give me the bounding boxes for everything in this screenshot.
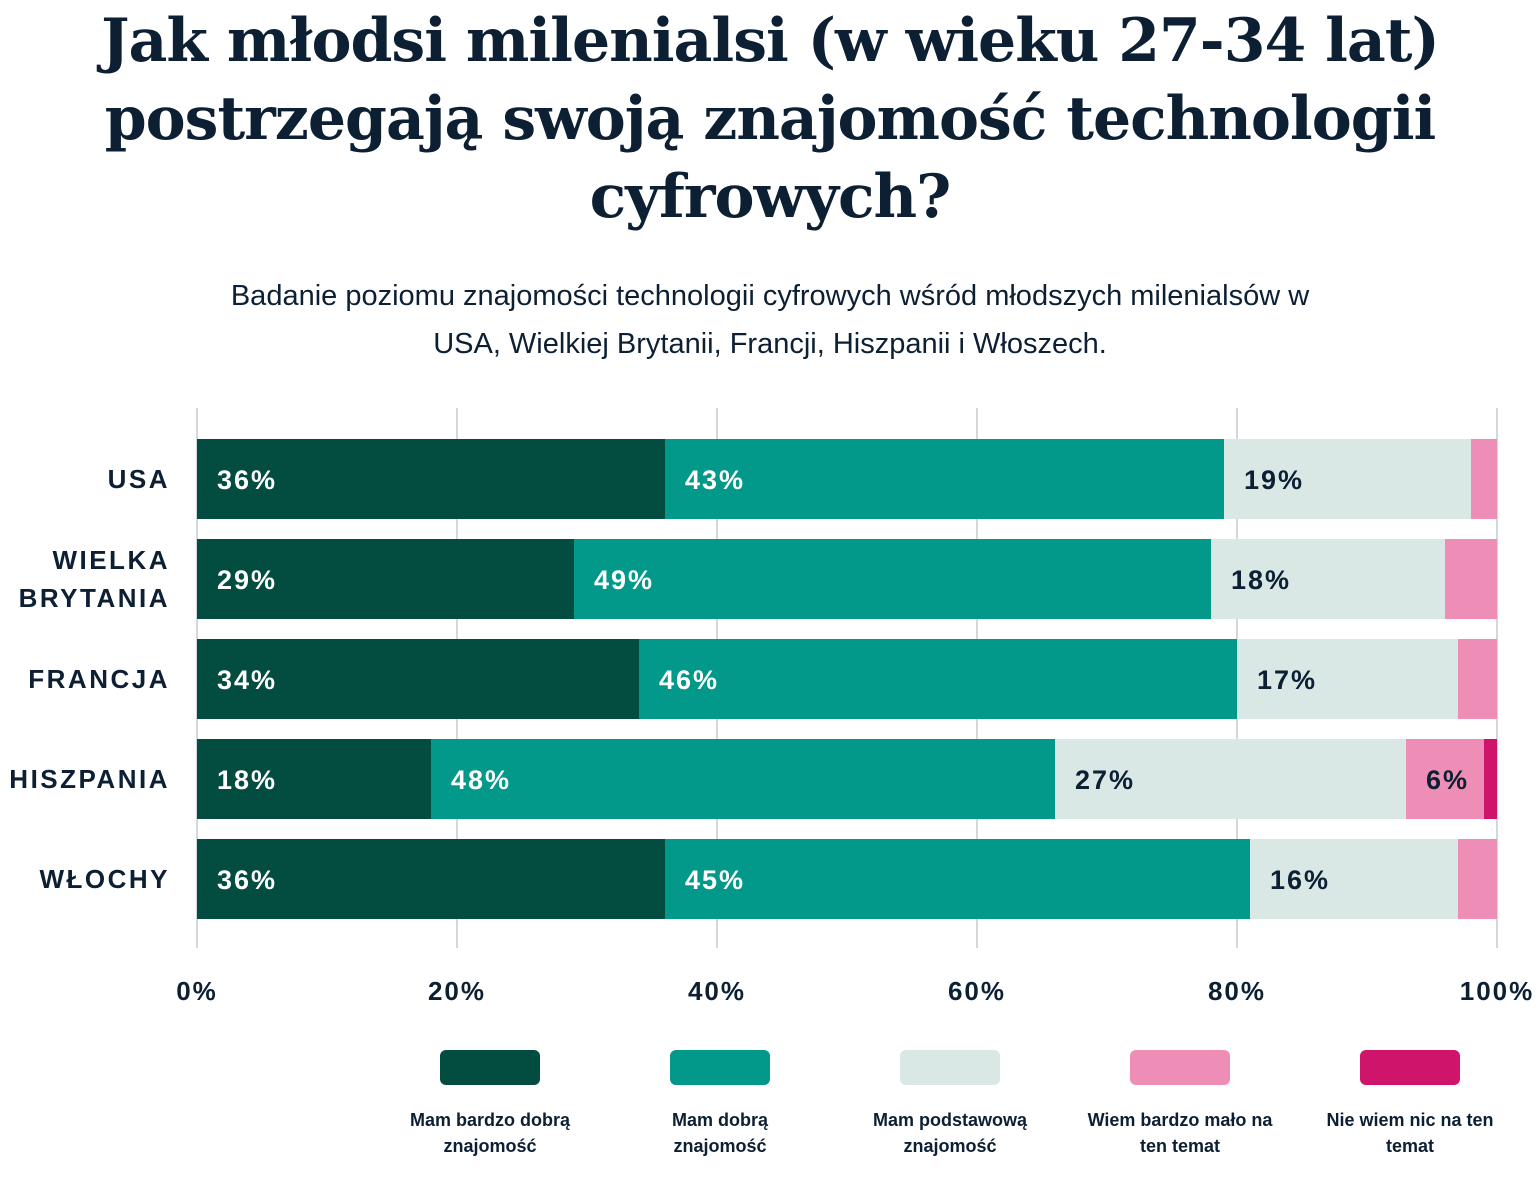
legend-item: Nie wiem nic na ten temat — [1295, 1050, 1525, 1159]
legend-label: Mam podstawową znajomość — [872, 1110, 1028, 1156]
x-tick-label: 60% — [948, 976, 1006, 1006]
legend-swatch — [440, 1050, 540, 1085]
bar-segment — [1211, 539, 1445, 619]
data-label: 45% — [685, 865, 745, 895]
category-label: USA — [108, 464, 170, 494]
legend-swatch — [670, 1050, 770, 1085]
bar-segment — [431, 739, 1055, 819]
bar-segment — [197, 839, 665, 919]
data-label: 6% — [1426, 765, 1469, 795]
bar-segment — [574, 539, 1211, 619]
bar-segment — [1471, 439, 1497, 519]
legend-item: Mam bardzo dobrą znajomość — [375, 1050, 605, 1159]
bar-segment — [1445, 539, 1497, 619]
legend-label: Mam dobrą znajomość — [671, 1110, 768, 1156]
chart-title: Jak młodsi milenialsi (w wieku 27-34 lat… — [101, 6, 1440, 232]
data-label: 27% — [1075, 765, 1135, 795]
chart-subtitle: Badanie poziomu znajomości technologii c… — [230, 280, 1310, 360]
category-label: WŁOCHY — [39, 864, 170, 894]
x-tick-label: 40% — [688, 976, 746, 1006]
x-tick-label: 20% — [428, 976, 486, 1006]
bar-segment — [1224, 439, 1471, 519]
data-label: 18% — [217, 765, 277, 795]
bar-segment — [639, 639, 1237, 719]
legend-item: Wiem bardzo mało na ten temat — [1065, 1050, 1295, 1159]
legend-label: Mam bardzo dobrą znajomość — [409, 1110, 570, 1156]
x-tick-label: 100% — [1460, 976, 1535, 1006]
data-label: 49% — [594, 565, 654, 595]
category-label: FRANCJA — [28, 664, 170, 694]
bar-segment — [197, 439, 665, 519]
legend-swatch — [900, 1050, 1000, 1085]
data-label: 29% — [217, 565, 277, 595]
bar-segment — [665, 439, 1224, 519]
bar-segment — [1237, 639, 1458, 719]
data-label: 46% — [659, 665, 719, 695]
data-label: 19% — [1244, 465, 1304, 495]
category-label: WIELKA BRYTANIA — [19, 545, 170, 613]
legend-item: Mam podstawową znajomość — [835, 1050, 1065, 1159]
bar-segment — [1250, 839, 1458, 919]
bar-segment — [1406, 739, 1484, 819]
bar-segment — [1055, 739, 1406, 819]
bar-segment — [665, 839, 1250, 919]
legend-label: Wiem bardzo mało na ten temat — [1087, 1110, 1273, 1156]
data-label: 43% — [685, 465, 745, 495]
data-label: 16% — [1270, 865, 1330, 895]
data-label: 34% — [217, 665, 277, 695]
x-tick-label: 0% — [176, 976, 218, 1006]
bar-segment — [1484, 739, 1497, 819]
bar-segment — [197, 639, 639, 719]
bar-segment — [1458, 839, 1497, 919]
data-label: 18% — [1231, 565, 1291, 595]
data-label: 48% — [451, 765, 511, 795]
legend-swatch — [1360, 1050, 1460, 1085]
data-label: 36% — [217, 465, 277, 495]
bar-segment — [1458, 639, 1497, 719]
category-label: HISZPANIA — [9, 764, 170, 794]
x-tick-label: 80% — [1208, 976, 1266, 1006]
bar-segment — [197, 539, 574, 619]
bar-segment — [197, 739, 431, 819]
data-label: 17% — [1257, 665, 1317, 695]
legend-label: Nie wiem nic na ten temat — [1326, 1110, 1494, 1156]
data-label: 36% — [217, 865, 277, 895]
legend-item: Mam dobrą znajomość — [605, 1050, 835, 1159]
legend-swatch — [1130, 1050, 1230, 1085]
